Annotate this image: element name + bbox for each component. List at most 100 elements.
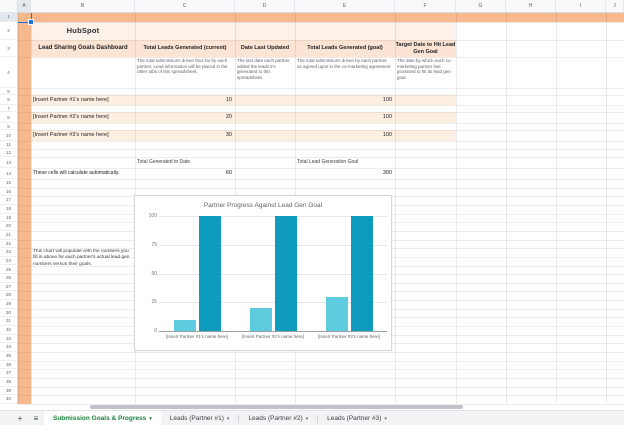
tab-submission-goals-progress[interactable]: Submission Goals & Progress ▾ bbox=[44, 411, 161, 425]
tab-leads-partner-1[interactable]: Leads (Partner #1) ▾ bbox=[161, 411, 239, 425]
gridline-horizontal bbox=[18, 352, 624, 353]
row-header-25[interactable]: 25 bbox=[0, 265, 18, 275]
column-header-A[interactable]: A bbox=[18, 0, 31, 12]
row-header-28[interactable]: 28 bbox=[0, 291, 18, 301]
partner-row-3-band bbox=[31, 130, 456, 141]
row-header-32[interactable]: 32 bbox=[0, 326, 18, 335]
row-header-40[interactable]: 40 bbox=[0, 395, 18, 404]
column-header-E[interactable]: E bbox=[295, 0, 395, 12]
row-header-14[interactable]: 14 bbox=[0, 168, 18, 179]
cell-partner1-goal[interactable]: 100 bbox=[382, 97, 392, 103]
gridline-horizontal bbox=[18, 179, 624, 180]
gridline-vertical bbox=[31, 12, 32, 404]
cell-chart-note[interactable]: This chart will populate with the number… bbox=[33, 249, 130, 267]
cell-dashboard-title[interactable]: Lead Sharing Goals Dashboard bbox=[38, 45, 128, 51]
row-header-33[interactable]: 33 bbox=[0, 334, 18, 344]
select-all-corner[interactable] bbox=[0, 0, 18, 12]
row-header-15[interactable]: 15 bbox=[0, 179, 18, 188]
row-header-10[interactable]: 10 bbox=[0, 130, 18, 141]
row-header-17[interactable]: 17 bbox=[0, 196, 18, 205]
bar-goal-group-2 bbox=[274, 216, 297, 331]
gridline-horizontal bbox=[18, 40, 624, 41]
row-header-11[interactable]: 11 bbox=[0, 141, 18, 149]
row-header-2[interactable]: 2 bbox=[0, 22, 18, 40]
tab-leads-partner-3[interactable]: Leads (Partner #3) ▾ bbox=[318, 411, 396, 425]
row-header-26[interactable]: 26 bbox=[0, 274, 18, 283]
hamburger-icon: ≡ bbox=[33, 414, 39, 423]
add-sheet-button[interactable]: + bbox=[12, 411, 28, 425]
row-header-37[interactable]: 37 bbox=[0, 369, 18, 378]
tab-label: Leads (Partner #1) bbox=[169, 415, 224, 422]
cell-partner3-goal[interactable]: 100 bbox=[382, 132, 392, 138]
row-header-31[interactable]: 31 bbox=[0, 317, 18, 327]
row-header-35[interactable]: 35 bbox=[0, 352, 18, 361]
row-header-3[interactable]: 3 bbox=[0, 40, 18, 57]
row-header-19[interactable]: 19 bbox=[0, 213, 18, 223]
cell-partner1-current[interactable]: 10 bbox=[225, 97, 232, 103]
cell-desc-goal[interactable]: The total submissions driven by each par… bbox=[297, 58, 391, 69]
all-sheets-menu-button[interactable]: ≡ bbox=[28, 411, 44, 425]
cell-desc-target-date[interactable]: The date by which each co-marketing part… bbox=[397, 58, 453, 80]
row-header-1[interactable]: 1 bbox=[0, 12, 18, 22]
cell-partner3-current[interactable]: 30 bbox=[225, 132, 232, 138]
cell-partner2-goal[interactable]: 100 bbox=[382, 114, 392, 120]
cell-header-goal[interactable]: Total Leads Generated (goal) bbox=[307, 45, 383, 52]
row-header-18[interactable]: 18 bbox=[0, 204, 18, 214]
cell-partner3-name[interactable]: [Insert Partner #3's name here] bbox=[33, 132, 109, 138]
row-header-7[interactable]: 7 bbox=[0, 105, 18, 112]
row-header-36[interactable]: 36 bbox=[0, 360, 18, 370]
row-header-23[interactable]: 23 bbox=[0, 248, 18, 257]
row-header-34[interactable]: 34 bbox=[0, 343, 18, 352]
row-header-22[interactable]: 22 bbox=[0, 239, 18, 249]
gridline-y-25 bbox=[159, 302, 387, 304]
embedded-chart[interactable]: Partner Progress Against Lead Gen Goal 0… bbox=[134, 195, 392, 351]
cell-desc-date-updated[interactable]: The last date each partner added the lea… bbox=[237, 58, 290, 80]
gridline-vertical bbox=[506, 12, 507, 404]
row-header-38[interactable]: 38 bbox=[0, 377, 18, 387]
row-header-12[interactable]: 12 bbox=[0, 149, 18, 157]
cell-auto-note[interactable]: These cells will calculate automatically… bbox=[33, 170, 120, 176]
cell-total-goal-label[interactable]: Total Lead Generation Goal bbox=[297, 159, 359, 165]
gridline-horizontal bbox=[18, 403, 624, 405]
partner-row-1-band bbox=[31, 95, 456, 105]
column-header-H[interactable]: H bbox=[506, 0, 556, 12]
cell-total-current-value[interactable]: 60 bbox=[225, 170, 232, 176]
row-header-39[interactable]: 39 bbox=[0, 386, 18, 396]
gridline-y-50 bbox=[159, 273, 387, 275]
column-header-G[interactable]: G bbox=[456, 0, 506, 12]
cell-partner2-current[interactable]: 20 bbox=[225, 114, 232, 120]
tab-leads-partner-2[interactable]: Leads (Partner #2) ▾ bbox=[239, 411, 317, 425]
cell-partner1-name[interactable]: [Insert Partner #1's name here] bbox=[33, 97, 109, 103]
row-header-5[interactable]: 5 bbox=[0, 88, 18, 95]
cell-header-current[interactable]: Total Leads Generated (current) bbox=[143, 45, 227, 52]
hubspot-logo: HubSpot bbox=[66, 26, 100, 35]
row-header-24[interactable]: 24 bbox=[0, 256, 18, 266]
column-header-I[interactable]: I bbox=[556, 0, 606, 12]
row-header-8[interactable]: 8 bbox=[0, 112, 18, 123]
column-header-D[interactable]: D bbox=[235, 0, 295, 12]
cell-desc-current[interactable]: The total submissions driven thus far by… bbox=[137, 58, 228, 75]
cell-header-date-updated[interactable]: Date Last Updated bbox=[240, 45, 290, 52]
column-header-B[interactable]: B bbox=[31, 0, 135, 12]
row-header-21[interactable]: 21 bbox=[0, 230, 18, 240]
row-header-13[interactable]: 13 bbox=[0, 157, 18, 168]
gridline-horizontal bbox=[18, 386, 624, 388]
row-header-30[interactable]: 30 bbox=[0, 308, 18, 318]
row-header-16[interactable]: 16 bbox=[0, 187, 18, 197]
column-header-J[interactable]: J bbox=[606, 0, 624, 12]
column-header-C[interactable]: C bbox=[135, 0, 235, 12]
row-header-9[interactable]: 9 bbox=[0, 123, 18, 130]
row-header-6[interactable]: 6 bbox=[0, 95, 18, 105]
cell-total-goal-value[interactable]: 300 bbox=[382, 170, 392, 176]
cell-partner2-name[interactable]: [Insert Partner #2's name here] bbox=[33, 114, 109, 120]
column-header-F[interactable]: F bbox=[395, 0, 456, 12]
row-header-27[interactable]: 27 bbox=[0, 282, 18, 292]
gridline-horizontal bbox=[18, 123, 624, 124]
row-header-4[interactable]: 4 bbox=[0, 57, 18, 88]
cell-header-target-date[interactable]: Target Date to Hit Lead Gen Goal bbox=[395, 42, 456, 55]
row-header-20[interactable]: 20 bbox=[0, 222, 18, 231]
row-header-29[interactable]: 29 bbox=[0, 300, 18, 309]
horizontal-scrollbar-thumb[interactable] bbox=[90, 405, 463, 409]
fill-handle[interactable] bbox=[28, 19, 34, 25]
cell-total-current-label[interactable]: Total Generated to Date bbox=[137, 159, 191, 165]
